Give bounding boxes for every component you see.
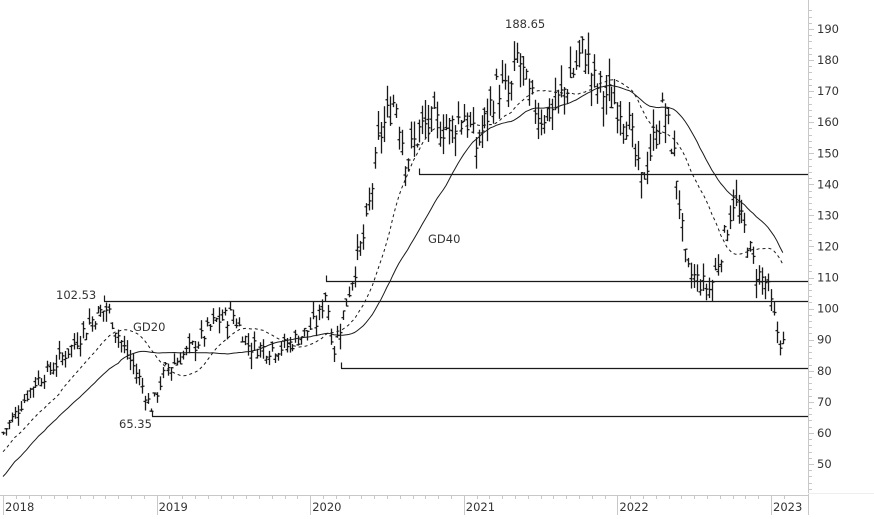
y-tick-label: 150: [817, 146, 839, 160]
y-tick-label: 180: [817, 53, 839, 67]
y-tick-label: 160: [817, 115, 839, 129]
y-tick-label: 50: [817, 457, 832, 471]
y-tick-label: 80: [817, 364, 832, 378]
gd40-moving-average: [2, 84, 784, 477]
low-2018-label: 65.35: [119, 417, 152, 431]
y-tick-label: 130: [817, 208, 839, 222]
y-tick-label: 140: [817, 177, 839, 191]
gd20-moving-average: [2, 79, 784, 453]
gd40-label: GD40: [428, 232, 461, 246]
support-resistance-lines: [103, 168, 808, 418]
x-tick-label: 2021: [466, 500, 495, 514]
x-tick-label: 2019: [159, 500, 188, 514]
y-tick-label: 120: [817, 239, 839, 253]
x-axis: 2018 2019 2020 2021 2022 2023: [0, 493, 874, 515]
y-tick-label: 90: [817, 333, 832, 347]
ohlc-bars: [1, 32, 786, 436]
y-tick-label: 170: [817, 84, 839, 98]
y-tick-label: 110: [817, 271, 839, 285]
x-tick-label: 2023: [773, 500, 802, 514]
y-axis: 50 60 70 80 90 100 110 120 130 140 150 160 170 180 190: [808, 0, 839, 515]
high-2018-label: 102.53: [56, 288, 97, 302]
x-tick-label: 2020: [312, 500, 341, 514]
y-tick-label: 100: [817, 302, 839, 316]
x-tick-label: 2022: [619, 500, 648, 514]
y-tick-label: 190: [817, 22, 839, 36]
y-tick-label: 60: [817, 426, 832, 440]
y-tick-label: 70: [817, 395, 832, 409]
x-tick-label: 2018: [5, 500, 34, 514]
gd20-label: GD20: [133, 320, 166, 334]
peak-label: 188.65: [505, 17, 546, 31]
